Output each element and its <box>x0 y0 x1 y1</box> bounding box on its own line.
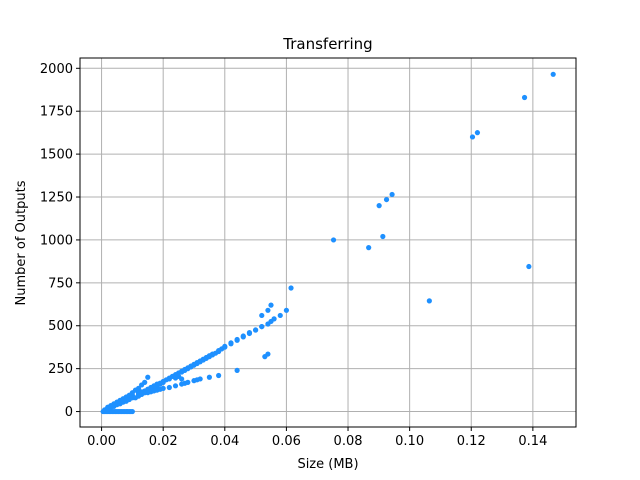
y-tick-label: 500 <box>48 319 73 334</box>
data-point <box>234 367 240 373</box>
data-point <box>283 307 290 313</box>
x-axis-ticks: 0.00 0.02 0.04 0.06 0.08 0.10 0.12 0.14 <box>87 427 547 449</box>
y-axis-label: Number of Outputs <box>14 180 29 305</box>
data-point <box>271 316 277 322</box>
y-axis-ticks: 0 250 500 750 1000 1250 1500 1750 2000 <box>40 62 80 420</box>
data-point <box>172 383 179 389</box>
data-point <box>206 374 212 380</box>
data-point <box>234 337 240 343</box>
x-tick-label: 0.02 <box>149 434 178 449</box>
y-tick-label: 2000 <box>40 62 73 77</box>
x-axis-label: Size (MB) <box>297 457 358 472</box>
data-point <box>265 351 271 357</box>
x-tick-label: 0.12 <box>457 434 486 449</box>
data-point <box>469 134 476 140</box>
data-point <box>179 376 185 382</box>
grid-lines <box>80 58 576 427</box>
data-points <box>100 71 556 415</box>
x-tick-label: 0.00 <box>87 434 116 449</box>
y-tick-label: 1000 <box>40 233 73 248</box>
y-tick-label: 1500 <box>40 148 73 163</box>
data-point <box>277 312 283 319</box>
x-tick-label: 0.04 <box>210 434 239 449</box>
data-point <box>288 285 294 291</box>
data-point <box>265 307 271 313</box>
data-point <box>216 372 222 379</box>
x-tick-label: 0.08 <box>334 434 363 449</box>
data-point <box>474 130 481 136</box>
data-point <box>389 191 395 198</box>
data-point <box>209 351 216 357</box>
chart-title: Transferring <box>282 35 372 53</box>
y-tick-label: 750 <box>48 276 73 291</box>
data-point <box>129 408 135 415</box>
data-point <box>166 384 172 391</box>
data-point <box>383 196 390 203</box>
y-tick-label: 1750 <box>40 105 73 120</box>
data-point <box>330 237 337 243</box>
data-point <box>380 233 386 240</box>
data-point <box>240 334 246 340</box>
data-point <box>426 298 432 304</box>
y-tick-label: 1250 <box>40 191 73 206</box>
data-point <box>521 94 528 101</box>
data-point <box>366 245 372 251</box>
data-point <box>228 341 234 347</box>
y-tick-label: 0 <box>65 405 73 420</box>
x-tick-label: 0.06 <box>272 434 301 449</box>
data-point <box>259 312 265 319</box>
x-tick-label: 0.14 <box>518 434 547 449</box>
data-point <box>160 385 166 391</box>
data-point <box>253 327 259 333</box>
data-point <box>135 385 142 391</box>
data-point <box>145 374 151 380</box>
x-tick-label: 0.10 <box>395 434 424 449</box>
data-point <box>526 263 532 270</box>
data-point <box>376 203 382 209</box>
data-point <box>222 344 228 350</box>
y-tick-label: 250 <box>48 362 73 377</box>
data-point <box>197 376 203 382</box>
data-point <box>550 71 556 77</box>
data-point <box>268 302 274 308</box>
data-point <box>216 348 222 354</box>
plot-frame <box>79 57 577 428</box>
data-point <box>185 379 191 385</box>
data-point <box>259 323 265 330</box>
data-point <box>142 379 148 385</box>
data-point <box>246 330 253 337</box>
